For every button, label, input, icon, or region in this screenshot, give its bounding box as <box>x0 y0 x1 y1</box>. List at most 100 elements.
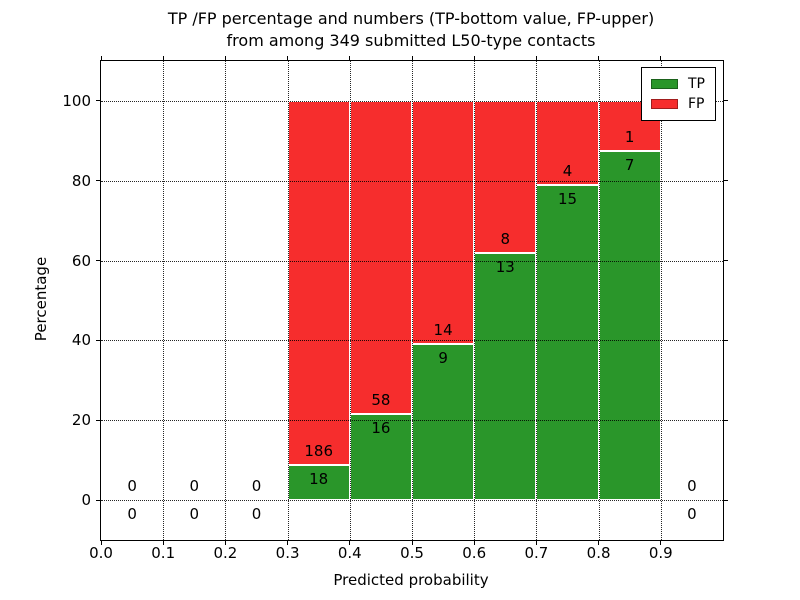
tp-count-label: 0 <box>251 505 262 524</box>
x-tick-mark <box>535 56 537 61</box>
tp-count-label: 7 <box>624 155 635 174</box>
fp-count-label: 0 <box>251 477 262 496</box>
y-tick-mark <box>723 339 728 341</box>
x-tick-mark <box>660 56 662 61</box>
x-tick-mark <box>598 56 600 61</box>
x-tick-label: 0.4 <box>337 544 362 562</box>
legend-label-fp: FP <box>688 96 705 112</box>
bar-tp-segment <box>287 464 350 501</box>
gridline-horizontal <box>101 180 723 182</box>
x-tick-label: 0.5 <box>400 544 424 562</box>
fp-swatch-icon <box>651 99 678 109</box>
legend-item-tp: TP <box>651 74 705 94</box>
y-tick-label: 100 <box>62 91 91 110</box>
fp-count-label: 1 <box>624 127 635 146</box>
bar-tp-segment <box>474 252 537 501</box>
x-tick-label: 0.6 <box>462 544 487 562</box>
tp-count-label: 9 <box>438 348 448 367</box>
tp-count-label: 0 <box>189 505 200 524</box>
fp-count-label: 8 <box>500 229 511 248</box>
bar-tp-segment <box>349 413 412 501</box>
gridline-vertical <box>536 61 538 540</box>
fp-count-label: 58 <box>371 390 391 409</box>
gridline-vertical <box>660 61 662 540</box>
gridline-vertical <box>598 61 600 540</box>
y-tick-mark <box>723 180 728 182</box>
x-tick-mark <box>224 540 226 545</box>
tp-count-label: 0 <box>127 505 137 524</box>
x-axis-label: Predicted probability <box>333 571 489 589</box>
bar-fp-segment <box>287 100 350 465</box>
tp-count-label: 13 <box>495 257 515 276</box>
y-tick-mark <box>96 100 101 102</box>
x-tick-mark <box>535 540 537 545</box>
gridline-vertical <box>287 61 289 540</box>
gridline-horizontal <box>101 100 723 102</box>
x-tick-mark <box>100 540 102 545</box>
legend-item-fp: FP <box>651 94 705 114</box>
x-tick-mark <box>224 56 226 61</box>
x-tick-label: 0.7 <box>524 544 549 562</box>
tp-count-label: 15 <box>557 189 578 208</box>
y-tick-mark <box>723 100 728 102</box>
chart-title-line1: TP /FP percentage and numbers (TP-bottom… <box>167 9 655 28</box>
gridline-vertical <box>412 61 413 540</box>
x-tick-mark <box>349 540 351 545</box>
x-tick-mark <box>287 56 289 61</box>
x-tick-mark <box>349 56 351 61</box>
y-tick-label: 60 <box>71 251 91 270</box>
bar-tp-segment <box>598 150 661 501</box>
fp-count-label: 14 <box>433 320 453 339</box>
y-tick-label: 0 <box>81 491 91 510</box>
y-tick-label: 80 <box>71 171 91 190</box>
fp-count-label: 0 <box>189 477 200 496</box>
bar-tp-segment <box>412 343 475 501</box>
bar-fp-segment <box>474 100 537 253</box>
x-tick-mark <box>287 540 289 545</box>
y-tick-mark <box>723 499 728 501</box>
fp-count-label: 0 <box>127 477 137 496</box>
x-tick-mark <box>411 56 413 61</box>
x-tick-label: 0.0 <box>89 544 113 562</box>
gridline-vertical <box>225 61 227 540</box>
x-tick-mark <box>473 540 475 545</box>
bar-tp-segment <box>536 184 599 501</box>
chart-title: TP /FP percentage and numbers (TP-bottom… <box>100 8 722 52</box>
gridline-horizontal <box>101 500 723 502</box>
tp-count-label: 18 <box>309 469 329 488</box>
x-tick-mark <box>411 540 413 545</box>
gridline-horizontal <box>101 340 723 342</box>
y-tick-mark <box>96 339 101 341</box>
y-tick-mark <box>96 180 101 182</box>
fp-count-label: 186 <box>304 441 334 460</box>
gridline-horizontal <box>101 260 723 262</box>
x-tick-mark <box>162 540 164 545</box>
tp-count-label: 0 <box>687 505 697 524</box>
plot-area: TP FP 0.0 0.1 0.2 0.3 0.4 0.5 0.6 0.7 0.8 0.9 0 20 4… <box>62 56 728 561</box>
y-tick-mark <box>723 260 728 262</box>
bar-fp-segment <box>412 100 475 344</box>
y-tick-mark <box>96 499 101 501</box>
x-tick-label: 0.9 <box>648 544 673 562</box>
legend-label-tp: TP <box>688 76 705 92</box>
gridline-vertical <box>349 61 351 540</box>
y-axis-label: Percentage <box>32 256 50 342</box>
x-tick-mark <box>660 540 662 545</box>
x-tick-label: 0.3 <box>275 544 300 562</box>
gridline-vertical <box>474 61 476 540</box>
x-tick-mark <box>473 56 475 61</box>
x-tick-mark <box>162 56 164 61</box>
x-tick-label: 0.1 <box>151 544 176 562</box>
fp-count-label: 4 <box>562 161 573 180</box>
chart-title-line2: from among 349 submitted L50-type contac… <box>226 31 596 50</box>
y-tick-label: 40 <box>71 331 91 350</box>
gridline-vertical <box>163 61 165 540</box>
fp-count-label: 0 <box>687 477 697 496</box>
y-tick-mark <box>96 419 101 421</box>
y-tick-mark <box>723 419 728 421</box>
bar-fp-segment <box>349 100 412 414</box>
tp-swatch-icon <box>651 79 678 89</box>
y-tick-mark <box>96 260 101 262</box>
x-tick-label: 0.2 <box>213 544 238 562</box>
